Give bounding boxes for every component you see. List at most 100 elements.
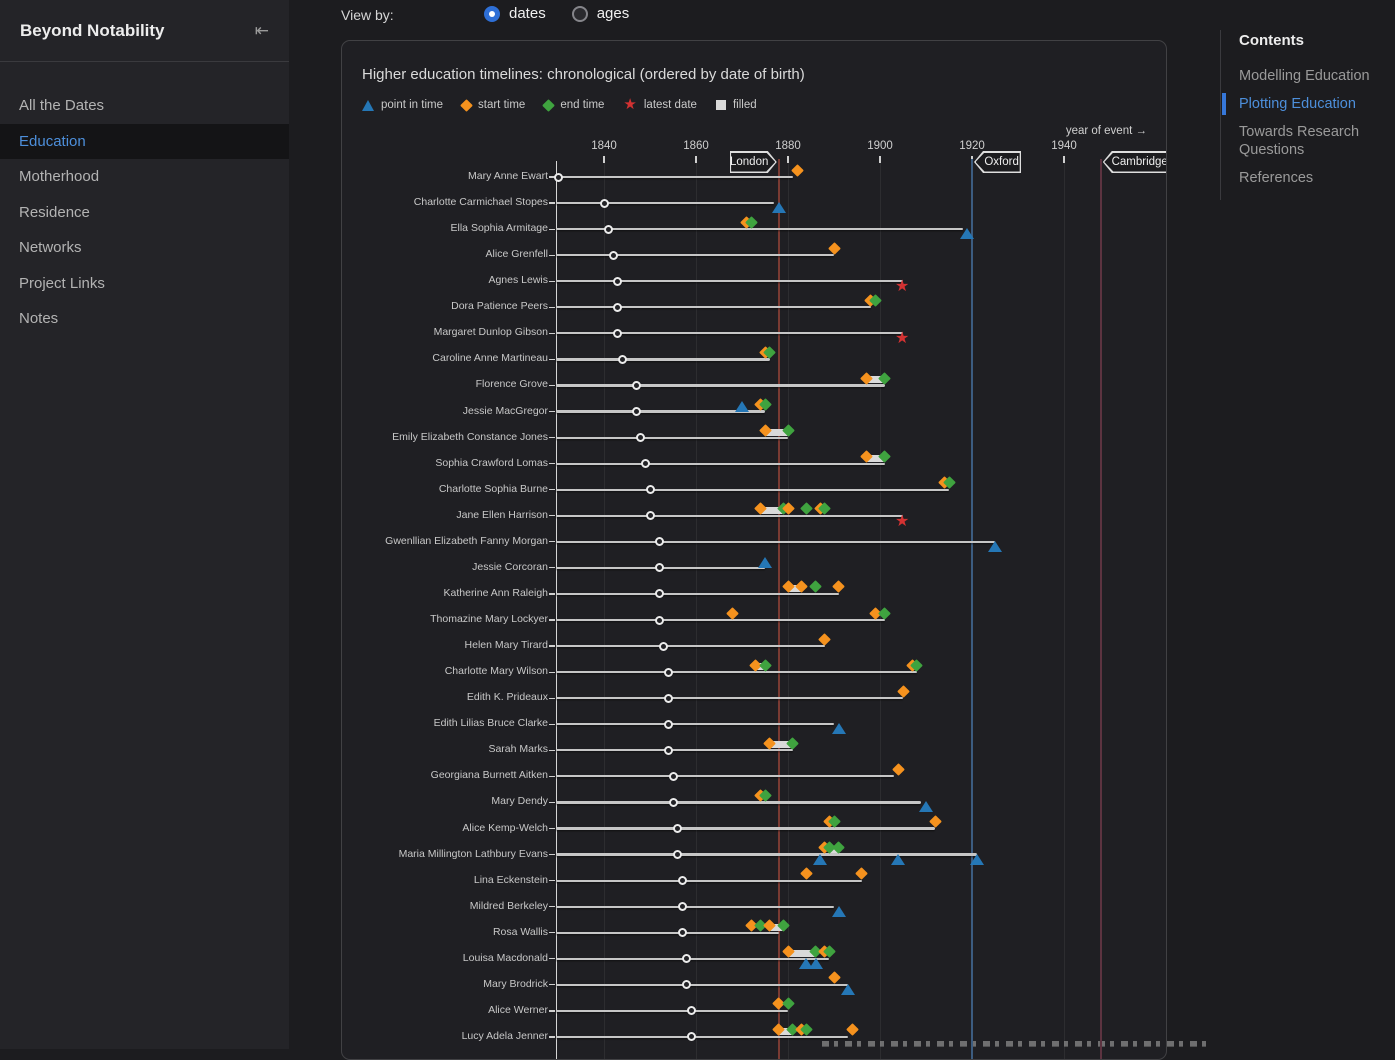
birth-circle-marker[interactable]: [686, 1032, 696, 1042]
toc-item-towards-research-questions[interactable]: Towards Research Questions: [1239, 124, 1360, 158]
sidebar-item-project-links[interactable]: Project Links: [19, 274, 105, 292]
radio-dates-selected-icon[interactable]: [484, 5, 500, 22]
latest-date-marker[interactable]: ★: [895, 278, 910, 296]
birth-circle-marker[interactable]: [663, 745, 673, 755]
start-marker[interactable]: [855, 867, 868, 880]
start-marker[interactable]: [790, 163, 804, 177]
sidebar-collapse-icon[interactable]: ⇤: [254, 20, 269, 40]
birth-circle-marker[interactable]: [682, 954, 692, 964]
point-in-time-marker[interactable]: [813, 853, 828, 865]
point-in-time-marker[interactable]: [735, 400, 749, 412]
filled-interval[interactable]: [788, 949, 816, 957]
latest-date-marker[interactable]: ★: [895, 330, 910, 348]
birth-circle-marker[interactable]: [640, 459, 650, 469]
birth-circle-marker[interactable]: [608, 250, 618, 260]
timeline-row-line: [556, 618, 885, 622]
radio-ages-unselected-icon[interactable]: [571, 5, 588, 22]
reference-line-oxford: [971, 159, 973, 1059]
radio-option-ages[interactable]: ages: [571, 5, 629, 22]
birth-circle-marker[interactable]: [654, 615, 664, 625]
row-axis-tick: [549, 619, 555, 621]
axis-tick-label: 1860: [683, 140, 709, 152]
filled-interval[interactable]: [765, 428, 788, 436]
row-axis-tick: [549, 228, 555, 230]
point-in-time-marker[interactable]: [960, 228, 975, 240]
toc-item-plotting-education[interactable]: Plotting Education: [1221, 90, 1395, 118]
start-marker[interactable]: [800, 867, 813, 880]
birth-circle-marker[interactable]: [645, 511, 655, 521]
start-marker[interactable]: [928, 815, 942, 828]
filled-interval[interactable]: [760, 506, 784, 514]
sidebar-item-residence[interactable]: Residence: [19, 203, 90, 221]
birth-circle-marker[interactable]: [636, 433, 646, 443]
point-in-time-marker[interactable]: [840, 983, 855, 995]
birth-circle-marker[interactable]: [613, 328, 623, 338]
start-marker[interactable]: [726, 606, 740, 620]
point-in-time-marker[interactable]: [831, 723, 846, 735]
sidebar-item-notes[interactable]: Notes: [19, 310, 59, 327]
start-marker[interactable]: [832, 580, 845, 594]
birth-circle-marker[interactable]: [631, 407, 641, 417]
sidebar-item-networks[interactable]: Networks: [19, 239, 82, 256]
birth-circle-marker[interactable]: [613, 276, 623, 286]
point-in-time-marker[interactable]: [969, 853, 984, 865]
birth-circle-marker[interactable]: [673, 850, 683, 860]
birth-circle-marker[interactable]: [654, 563, 664, 573]
birth-circle-marker[interactable]: [654, 537, 664, 547]
filled-interval[interactable]: [866, 454, 885, 462]
birth-circle-marker[interactable]: [673, 824, 683, 833]
birth-circle-marker[interactable]: [663, 719, 673, 729]
start-marker[interactable]: [896, 684, 910, 698]
point-in-time-marker[interactable]: [831, 905, 846, 917]
birth-circle-marker[interactable]: [613, 302, 623, 312]
birth-circle-marker[interactable]: [654, 589, 664, 599]
birth-circle-marker[interactable]: [677, 902, 687, 912]
birth-circle-marker[interactable]: [668, 771, 678, 781]
latest-date-marker[interactable]: ★: [895, 512, 910, 530]
point-in-time-marker[interactable]: [988, 540, 1002, 552]
birth-circle-marker[interactable]: [553, 172, 563, 182]
sidebar-item-motherhood[interactable]: Motherhood: [19, 168, 100, 185]
birth-circle-marker[interactable]: [617, 354, 627, 364]
birth-circle-marker[interactable]: [668, 797, 678, 807]
point-in-time-marker[interactable]: [758, 556, 772, 568]
birth-circle-marker[interactable]: [677, 876, 687, 886]
row-axis-tick: [549, 906, 555, 908]
start-marker[interactable]: [827, 241, 841, 255]
end-marker[interactable]: [800, 502, 813, 516]
filled-interval[interactable]: [788, 584, 802, 592]
birth-circle-marker[interactable]: [599, 198, 609, 208]
point-in-time-marker[interactable]: [808, 957, 823, 969]
toc-item-references[interactable]: References: [1239, 170, 1314, 186]
reference-tag-label: Cambridge: [1111, 156, 1167, 168]
point-in-time-marker[interactable]: [919, 801, 933, 813]
birth-circle-marker[interactable]: [631, 380, 641, 390]
start-marker[interactable]: [818, 632, 832, 646]
filled-interval[interactable]: [769, 923, 784, 931]
x-axis-label: year of event →: [1065, 125, 1147, 137]
sidebar-item-all-the-dates[interactable]: All the Dates: [19, 97, 105, 114]
birth-circle-marker[interactable]: [663, 693, 673, 703]
start-marker[interactable]: [846, 1023, 859, 1037]
end-marker[interactable]: [809, 580, 822, 594]
birth-circle-marker[interactable]: [663, 667, 673, 677]
birth-circle-marker[interactable]: [686, 1006, 696, 1016]
birth-circle-marker[interactable]: [677, 928, 687, 938]
birth-circle-marker[interactable]: [659, 641, 669, 651]
start-marker[interactable]: [892, 763, 905, 776]
toc-item-modelling-education[interactable]: Modelling Education: [1239, 68, 1370, 84]
filled-interval[interactable]: [769, 741, 793, 749]
birth-circle-marker[interactable]: [645, 485, 655, 495]
point-in-time-marker[interactable]: [799, 957, 814, 969]
point-in-time-marker[interactable]: [891, 853, 906, 865]
filled-interval[interactable]: [778, 1027, 793, 1035]
sidebar-item-education[interactable]: Education: [0, 123, 289, 159]
point-in-time-marker[interactable]: [771, 202, 786, 214]
radio-option-dates[interactable]: dates: [484, 5, 546, 22]
start-marker[interactable]: [827, 971, 841, 985]
end-marker[interactable]: [781, 997, 795, 1011]
contents-panel: Contents Modelling Education Plotting Ed…: [1220, 30, 1395, 200]
birth-circle-marker[interactable]: [604, 224, 614, 234]
filled-interval[interactable]: [866, 376, 885, 384]
birth-circle-marker[interactable]: [682, 980, 692, 990]
